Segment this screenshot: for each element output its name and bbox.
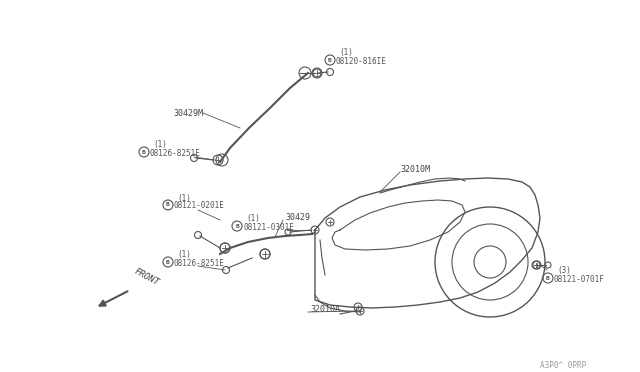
Text: 30429M: 30429M [173,109,203,118]
Text: (3): (3) [557,266,571,276]
Text: 08120-816IE: 08120-816IE [336,57,387,65]
Text: 30429: 30429 [285,214,310,222]
Text: (1): (1) [177,250,191,260]
Text: FRONT: FRONT [133,266,161,287]
Text: 08126-8251E: 08126-8251E [174,259,225,267]
Text: 08121-0201E: 08121-0201E [174,202,225,211]
Text: B: B [328,58,332,62]
Text: (1): (1) [246,215,260,224]
Text: 08126-8251E: 08126-8251E [150,148,201,157]
Text: B: B [235,224,239,228]
Text: (1): (1) [339,48,353,58]
Text: 32010M: 32010M [400,166,430,174]
Text: B: B [142,150,146,154]
Text: 08121-0301E: 08121-0301E [243,222,294,231]
Text: (1): (1) [177,193,191,202]
Text: 32010A: 32010A [310,305,340,314]
Text: A3P0^ 0PRP: A3P0^ 0PRP [540,362,586,371]
Text: B: B [166,260,170,264]
Text: B: B [546,276,550,280]
Text: 08121-0701F: 08121-0701F [554,275,605,283]
Text: (1): (1) [153,141,167,150]
Text: B: B [166,202,170,208]
